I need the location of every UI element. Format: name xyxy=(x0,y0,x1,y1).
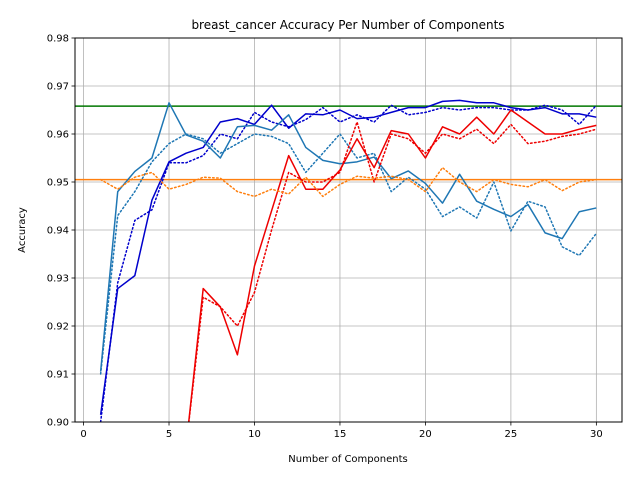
series-line-4 xyxy=(187,109,597,422)
y-axis-label: Accuracy xyxy=(17,207,28,253)
y-tick-label: 0.95 xyxy=(47,178,69,189)
chart-title: breast_cancer Accuracy Per Number of Com… xyxy=(191,18,504,32)
series-line-3 xyxy=(99,133,598,375)
series-line-1 xyxy=(99,104,598,422)
series-line-5 xyxy=(188,121,598,422)
axis-ticks: 0 5 10 15 20 25 30 0.90 0.91 0.92 0.93 0.94 0.95 0.96… xyxy=(47,34,603,441)
series-line-2 xyxy=(99,102,597,372)
y-tick-label: 0.97 xyxy=(47,82,69,93)
plot-frame xyxy=(74,37,623,423)
y-tick-label: 0.91 xyxy=(47,370,69,381)
y-tick-label: 0.98 xyxy=(47,34,69,45)
y-tick-label: 0.93 xyxy=(47,274,69,285)
x-tick-label: 5 xyxy=(166,429,172,440)
x-tick-label: 20 xyxy=(419,429,432,440)
x-tick-label: 15 xyxy=(334,429,347,440)
series-lines xyxy=(75,99,622,422)
y-tick-label: 0.96 xyxy=(47,130,69,141)
x-tick-label: 25 xyxy=(505,429,518,440)
x-axis-label: Number of Components xyxy=(288,454,407,465)
x-tick-label: 10 xyxy=(248,429,261,440)
y-tick-label: 0.92 xyxy=(47,322,69,333)
y-tick-label: 0.94 xyxy=(47,226,69,237)
y-tick-label: 0.90 xyxy=(47,418,69,429)
x-tick-label: 30 xyxy=(590,429,603,440)
series-line-6 xyxy=(99,166,598,198)
x-tick-label: 0 xyxy=(80,429,86,440)
series-line-0 xyxy=(99,99,597,415)
